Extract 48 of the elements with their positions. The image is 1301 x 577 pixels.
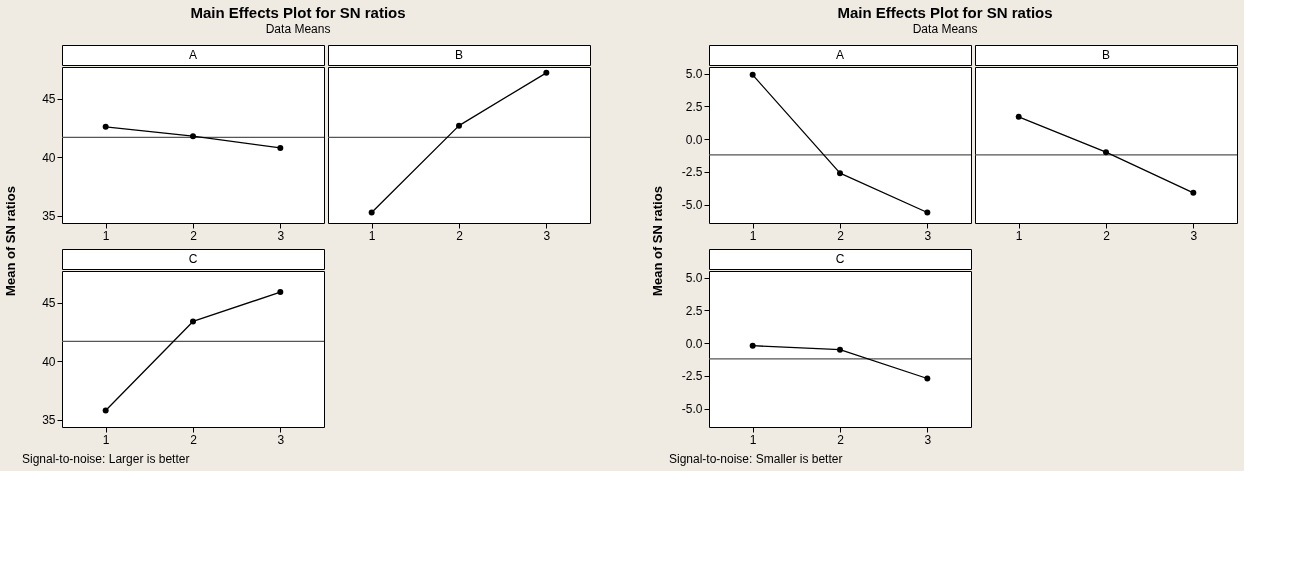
chart-title: A <box>835 48 845 62</box>
y-tick-label: 0.0 <box>685 336 703 351</box>
y-tick-label: 45 <box>42 92 56 107</box>
text: Main Effects Plot for SN ratios <box>837 3 1053 21</box>
y-tick-label: 5.0 <box>685 67 703 82</box>
chart-title: B <box>454 48 464 62</box>
y-tick-label: 35 <box>42 209 56 224</box>
x-tick-label: 2 <box>190 432 198 447</box>
x-tick-label: 3 <box>277 228 285 243</box>
x-tick-label: 2 <box>1103 228 1111 243</box>
x-tick-label: 2 <box>190 228 198 243</box>
y-tick-label: 5.0 <box>685 271 703 286</box>
x-tick-label: 3 <box>277 432 285 447</box>
text: Data Means <box>265 21 331 36</box>
x-tick-label: 1 <box>1015 228 1023 243</box>
y-tick-label: 40 <box>42 150 56 165</box>
x-tick-label: 1 <box>749 228 757 243</box>
text: Main Effects Plot for SN ratios <box>190 3 406 21</box>
text: Data Means <box>912 21 978 36</box>
y-axis-title: Mean of SN ratios <box>650 186 665 296</box>
y-tick-label: -5.0 <box>681 402 703 417</box>
x-tick-label: 3 <box>924 432 932 447</box>
chart-title: C <box>188 252 198 266</box>
x-tick-label: 2 <box>837 432 845 447</box>
x-tick-label: 2 <box>456 228 464 243</box>
x-tick-label: 1 <box>368 228 376 243</box>
chart-title: A <box>188 48 198 62</box>
chart-title: B <box>1101 48 1111 62</box>
x-tick-label: 1 <box>102 432 110 447</box>
text: Signal-to-noise: Larger is better <box>22 452 190 466</box>
x-tick-label: 3 <box>1190 228 1198 243</box>
y-tick-label: 0.0 <box>685 132 703 147</box>
y-tick-label: 45 <box>42 296 56 311</box>
y-tick-label: -2.5 <box>681 369 703 384</box>
x-tick-label: 3 <box>924 228 932 243</box>
y-tick-label: 2.5 <box>685 303 703 318</box>
x-tick-label: 1 <box>749 432 757 447</box>
y-tick-label: 35 <box>42 413 56 428</box>
y-tick-label: -2.5 <box>681 165 703 180</box>
x-tick-label: 1 <box>102 228 110 243</box>
y-tick-label: 40 <box>42 354 56 369</box>
text: Signal-to-noise: Smaller is better <box>669 452 843 466</box>
y-axis-title: Mean of SN ratios <box>3 186 18 296</box>
chart-title: C <box>835 252 845 266</box>
y-tick-label: 2.5 <box>685 99 703 114</box>
y-tick-label: -5.0 <box>681 198 703 213</box>
x-tick-label: 3 <box>543 228 551 243</box>
x-tick-label: 2 <box>837 228 845 243</box>
